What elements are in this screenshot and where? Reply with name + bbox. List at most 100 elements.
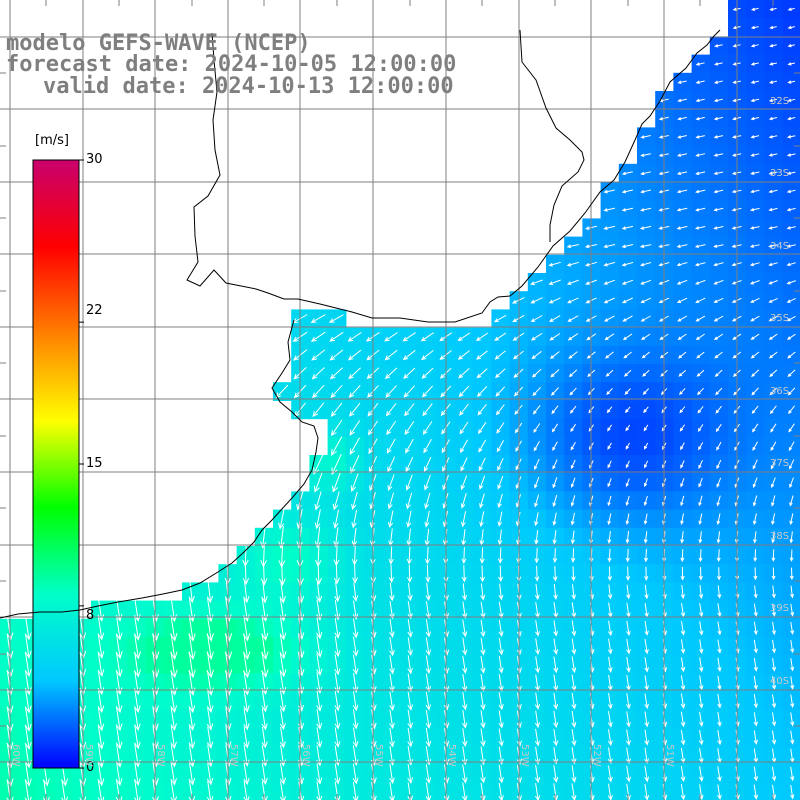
wind-vector-arrow xyxy=(642,369,650,377)
wind-vector-arrow xyxy=(643,531,648,544)
wind-vector-arrow xyxy=(694,226,706,230)
wind-vector-arrow xyxy=(750,297,760,303)
wind-vector-arrow xyxy=(461,692,468,711)
wind-vector-arrow xyxy=(480,746,486,766)
lon-label-59w: 59W xyxy=(83,744,94,767)
wind-vector-arrow xyxy=(641,333,651,341)
wind-vector-arrow xyxy=(534,494,540,508)
wind-vector-arrow xyxy=(607,478,612,488)
wind-vector-arrow xyxy=(680,657,686,673)
wind-vector-arrow xyxy=(676,189,688,194)
wind-vector-arrow xyxy=(607,584,613,600)
wind-vector-arrow xyxy=(603,225,616,230)
wind-vector-arrow xyxy=(676,225,688,230)
wind-vector-arrow xyxy=(621,279,634,285)
wind-vector-arrow xyxy=(750,315,760,322)
wind-vector-arrow xyxy=(459,421,469,435)
wind-vector-arrow xyxy=(696,369,705,377)
wind-vector-arrow xyxy=(402,332,416,342)
wind-vector-arrow xyxy=(695,279,706,285)
wind-vector-arrow xyxy=(425,691,432,711)
wind-vector-arrow xyxy=(261,615,269,642)
wind-vector-arrow xyxy=(389,673,395,693)
wind-vector-arrow xyxy=(622,333,633,341)
wind-vector-arrow xyxy=(624,406,631,414)
wind-vector-arrow xyxy=(769,44,777,48)
wind-vector-arrow xyxy=(347,331,362,342)
wind-vector-arrow xyxy=(206,726,214,749)
wind-vector-arrow xyxy=(530,332,543,341)
wind-vector-arrow xyxy=(676,244,688,248)
wind-vector-arrow xyxy=(315,581,323,603)
wind-vector-arrow xyxy=(420,332,434,342)
wind-vector-arrow xyxy=(789,567,794,581)
wind-vector-arrow xyxy=(787,25,795,30)
wind-vector-arrow xyxy=(334,763,341,785)
wind-vector-arrow xyxy=(680,711,686,728)
wind-vector-arrow xyxy=(696,351,705,359)
wind-vector-arrow xyxy=(566,279,579,285)
wind-vector-arrow xyxy=(571,747,577,765)
wind-vector-arrow xyxy=(425,564,431,583)
wind-vector-arrow xyxy=(348,385,361,399)
wind-vector-arrow xyxy=(352,672,359,694)
wind-vector-arrow xyxy=(497,529,503,546)
wind-vector-arrow xyxy=(749,207,760,212)
wind-vector-arrow xyxy=(313,453,324,476)
wind-vector-arrow xyxy=(768,297,778,303)
wind-vector-arrow xyxy=(170,780,178,800)
wind-vector-arrow xyxy=(717,675,722,691)
wind-vector-arrow xyxy=(97,616,105,641)
wind-vector-arrow xyxy=(407,691,413,711)
wind-vector-arrow xyxy=(261,580,268,604)
wind-vector-arrow xyxy=(643,478,648,488)
wind-vector-arrow xyxy=(697,424,704,432)
wind-vector-arrow xyxy=(548,297,561,304)
wind-vector-arrow xyxy=(460,439,469,454)
wind-vector-arrow xyxy=(279,652,287,678)
wind-vector-arrow xyxy=(607,747,613,765)
wind-vector-arrow xyxy=(750,44,759,48)
wind-vector-arrow xyxy=(753,657,758,672)
wind-vector-arrow xyxy=(626,584,631,600)
wind-vector-arrow xyxy=(641,351,651,359)
wind-vector-arrow xyxy=(553,656,559,674)
wind-vector-arrow xyxy=(314,509,321,530)
wind-vector-arrow xyxy=(425,782,432,800)
wind-vector-arrow xyxy=(640,135,651,139)
wind-vector-arrow xyxy=(351,510,358,529)
wind-vector-arrow xyxy=(769,405,777,415)
wind-vector-arrow xyxy=(750,7,759,11)
wind-vector-arrow xyxy=(788,423,795,433)
wind-vector-arrow xyxy=(604,333,615,341)
wind-vector-arrow xyxy=(788,405,795,415)
wind-vector-arrow xyxy=(697,405,704,414)
wind-vector-arrow xyxy=(97,780,105,800)
wind-vector-arrow xyxy=(352,654,359,676)
wind-vector-arrow xyxy=(553,638,559,655)
wind-vector-arrow xyxy=(715,387,723,396)
wind-vector-arrow xyxy=(328,314,344,323)
wind-vector-arrow xyxy=(423,439,432,454)
wind-vector-arrow xyxy=(695,62,705,66)
wind-vector-arrow xyxy=(279,763,286,785)
wind-vector-arrow xyxy=(461,746,468,766)
colorbar-tick-0: 0 xyxy=(86,760,95,775)
wind-vector-arrow xyxy=(789,495,794,507)
wind-vector-arrow xyxy=(275,384,289,399)
wind-vector-arrow xyxy=(698,693,704,709)
wind-vector-arrow xyxy=(494,368,506,379)
wind-vector-arrow xyxy=(698,621,704,636)
wind-vector-arrow xyxy=(607,442,612,450)
forecast-date: forecast date: 2024-10-05 12:00:00 xyxy=(6,52,457,77)
wind-vector-arrow xyxy=(753,639,758,654)
wind-vector-arrow xyxy=(698,639,704,654)
wind-vector-arrow xyxy=(603,207,616,212)
wind-vector-arrow xyxy=(786,189,796,194)
wind-vector-arrow xyxy=(790,730,795,745)
wind-vector-arrow xyxy=(334,690,341,712)
wind-vector-arrow xyxy=(310,331,326,342)
wind-vector-arrow xyxy=(607,656,613,673)
wind-vector-arrow xyxy=(389,655,395,675)
wind-vector-arrow xyxy=(460,493,467,509)
